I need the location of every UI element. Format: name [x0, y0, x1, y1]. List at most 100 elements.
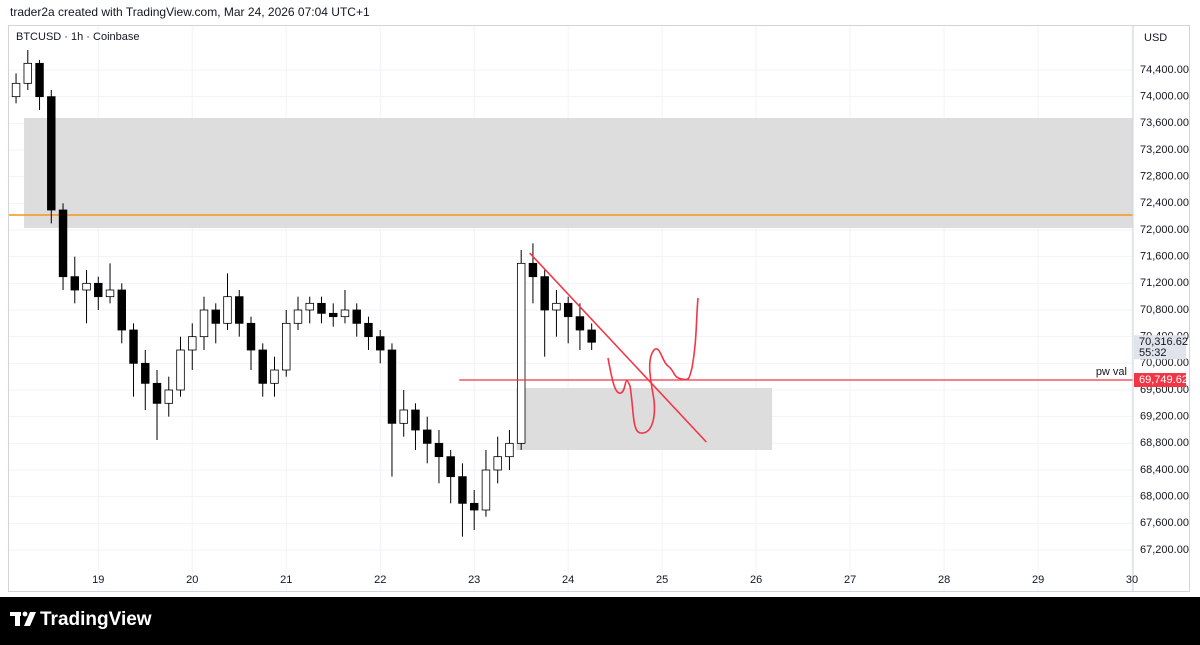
x-tick-label: 22 [374, 574, 386, 586]
candle-body [129, 329, 138, 364]
candle-body [58, 209, 68, 278]
candle-body [387, 349, 397, 424]
x-tick-label: 25 [656, 574, 668, 586]
x-tick-label: 27 [844, 574, 856, 586]
candle-body [258, 349, 267, 384]
candle-body [505, 442, 514, 458]
candle-body [587, 329, 596, 343]
candle-body [152, 382, 162, 404]
candle-body [282, 322, 291, 371]
footer-band [0, 597, 1200, 645]
candle-body [211, 309, 220, 324]
candle-body [94, 282, 103, 298]
x-tick-label: 20 [186, 574, 198, 586]
x-tick-label: 24 [562, 574, 574, 586]
candle-body [481, 469, 491, 511]
logo-part [24, 612, 36, 626]
y-tick-label: 70,800.00 [1140, 304, 1189, 316]
pw-val-price-label: 69,749.62 [1139, 374, 1188, 386]
y-tick-label: 74,000.00 [1140, 91, 1189, 103]
candle-body [235, 296, 244, 324]
attribution: trader2a created with TradingView.com, M… [10, 5, 370, 19]
x-tick-label: 21 [280, 574, 292, 586]
candle-body [105, 289, 115, 298]
x-tick-label: 19 [92, 574, 104, 586]
candle-body [469, 502, 479, 511]
y-tick-label: 72,000.00 [1140, 224, 1189, 236]
y-tick-label: 72,400.00 [1140, 197, 1189, 209]
y-tick-label: 68,800.00 [1140, 437, 1189, 449]
freehand-drawing [607, 297, 699, 434]
last-price-box [1134, 335, 1186, 360]
candle-body [270, 369, 279, 384]
y-tick-label: 72,800.00 [1140, 171, 1189, 183]
candle-body [35, 62, 44, 98]
candle-body [305, 302, 314, 311]
candle-body [446, 456, 455, 478]
y-tick-label: 67,200.00 [1140, 544, 1189, 556]
y-tick-label: 68,000.00 [1140, 491, 1189, 503]
trendline [529, 252, 707, 443]
y-tick-label: 74,400.00 [1140, 64, 1189, 76]
symbol-title: BTCUSD · 1h · Coinbase [16, 31, 140, 43]
chart-frame [8, 25, 1190, 592]
candle-body [47, 96, 56, 211]
x-tick-label: 30 [1126, 574, 1138, 586]
logo-part [15, 612, 20, 626]
candle-body [458, 476, 467, 504]
x-tick-label: 28 [938, 574, 950, 586]
x-tick-label: 29 [1032, 574, 1044, 586]
candle-body [176, 349, 185, 391]
plot-area: pw val [9, 26, 1134, 591]
candle-body [434, 442, 444, 458]
logo-part [22, 611, 28, 617]
pw-val-price-box [1134, 373, 1186, 388]
candle-body [352, 309, 361, 324]
candle-body [364, 322, 373, 338]
candle-body [23, 62, 33, 84]
candle-body [329, 312, 338, 318]
candle-body [82, 282, 91, 291]
candle-body [11, 82, 21, 98]
candle-body [188, 336, 197, 351]
candle-body [516, 262, 526, 444]
y-tick-label: 73,200.00 [1140, 144, 1189, 156]
y-tick-label: 73,600.00 [1140, 117, 1189, 129]
candle-body [563, 302, 573, 318]
candle-body [70, 276, 80, 291]
candle-body [340, 309, 350, 318]
candle-body [223, 296, 232, 324]
candle-body [199, 309, 209, 338]
y-tick-label: 70,000.00 [1140, 357, 1189, 369]
y-tick-label: 67,600.00 [1140, 517, 1189, 529]
candle-body [141, 362, 150, 384]
brand-name: TradingView [40, 609, 152, 630]
candle-body [528, 262, 538, 278]
x-tick-label: 23 [468, 574, 480, 586]
candle-body [552, 302, 561, 311]
candle-body [411, 409, 420, 431]
last-price-label: 70,316.62 [1139, 336, 1188, 348]
candle-body [399, 409, 408, 424]
candle-body [422, 429, 432, 444]
candle-body [117, 289, 126, 331]
price-zone [516, 388, 773, 450]
brand-logo [10, 611, 36, 626]
candle-body [164, 389, 173, 404]
countdown-label: 55:32 [1139, 347, 1167, 359]
y-tick-label: 68,400.00 [1140, 464, 1189, 476]
currency-label: USD [1144, 32, 1167, 44]
y-tick-label: 71,600.00 [1140, 251, 1189, 263]
candle-body [376, 336, 385, 351]
y-tick-label: 69,200.00 [1140, 411, 1189, 423]
x-tick-label: 26 [750, 574, 762, 586]
candle-body [575, 316, 585, 331]
candle-body [293, 309, 303, 324]
candle-body [246, 322, 256, 351]
pw-val-label: pw val [1096, 366, 1127, 378]
price-zone [24, 118, 1134, 228]
candle-body [493, 456, 502, 471]
candle-body [540, 276, 549, 311]
candle-body [317, 302, 326, 314]
